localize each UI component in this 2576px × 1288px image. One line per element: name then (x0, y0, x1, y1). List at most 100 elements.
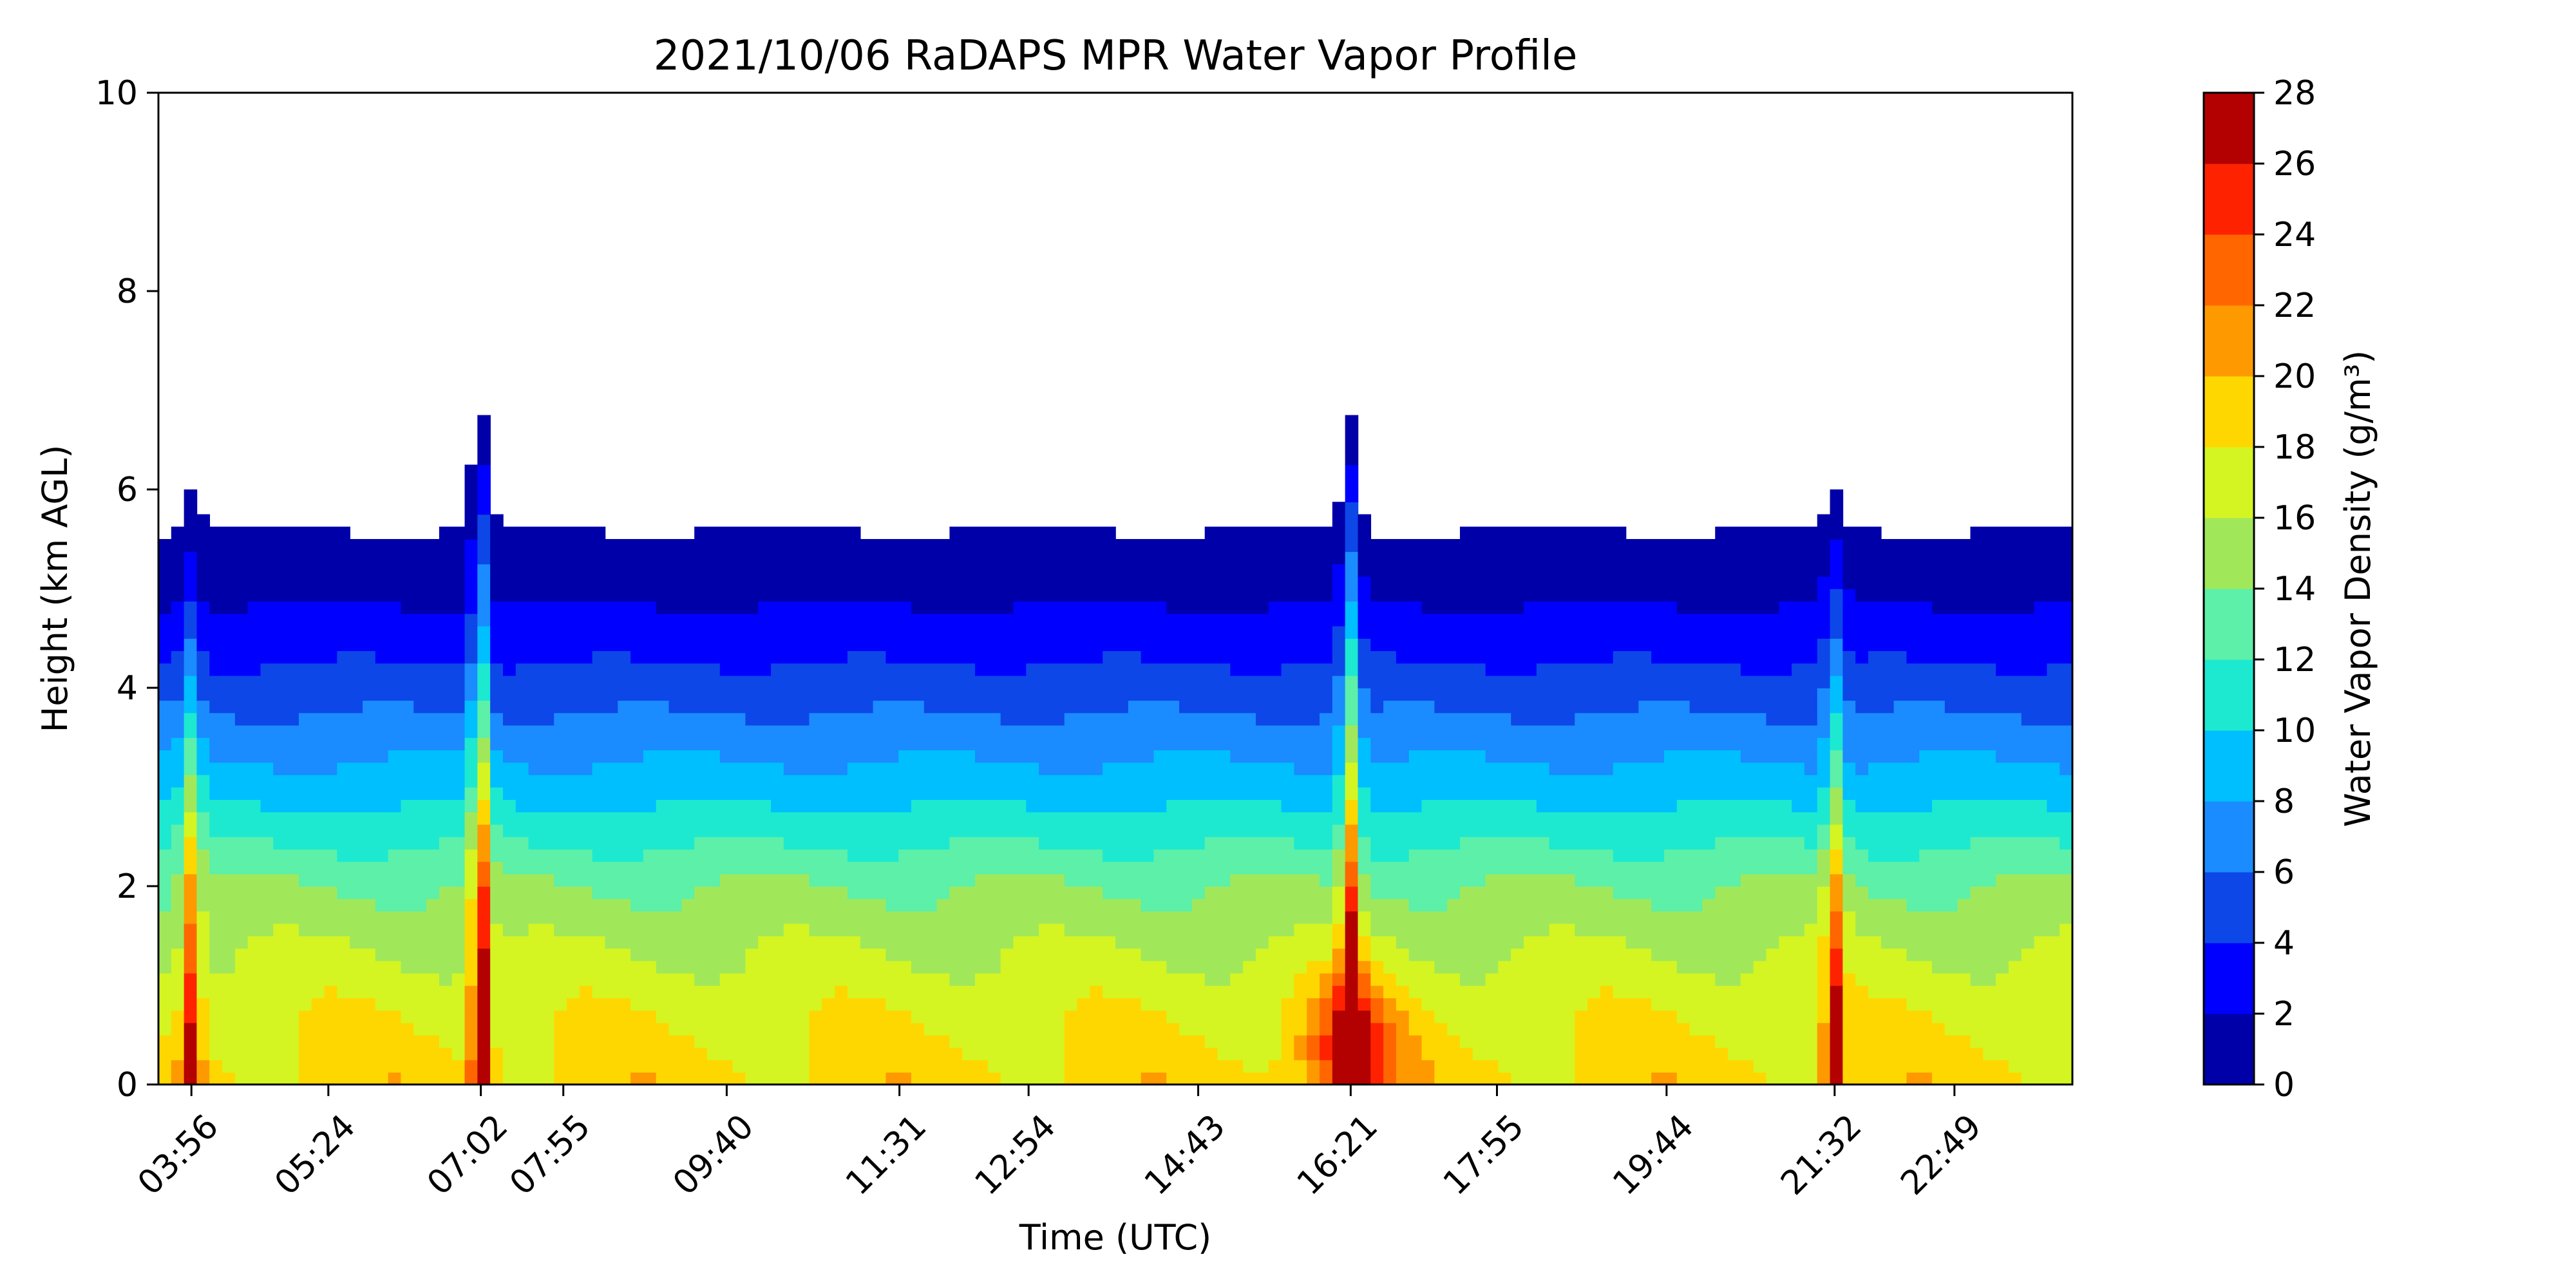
field-cell (1358, 526, 1372, 540)
field-cell (911, 1072, 1001, 1084)
field-cell (184, 564, 198, 577)
field-cell (1842, 811, 2072, 825)
field-cell (464, 824, 478, 837)
field-cell (1842, 724, 2072, 738)
field-cell (745, 1072, 810, 1084)
field-cell (158, 824, 172, 837)
field-cell (324, 985, 338, 999)
field-cell (1332, 638, 1346, 652)
field-cell (1345, 564, 1359, 577)
field-cell (1434, 1059, 1499, 1073)
field-cell (1830, 911, 1844, 924)
field-cell (158, 564, 185, 577)
field-cell (1370, 1059, 1384, 1073)
field-cell (1141, 898, 1193, 912)
field-cell (1358, 589, 1372, 602)
field-cell (196, 799, 261, 813)
y-axis-label: Height (km AGL) (35, 445, 75, 733)
field-cell (184, 948, 198, 961)
field-cell (860, 936, 1014, 949)
field-cell (1345, 551, 1359, 565)
field-cell (158, 724, 185, 738)
field-cell (1575, 1072, 1652, 1084)
field-cell (464, 700, 478, 714)
field-cell (1830, 489, 1844, 503)
field-cell (209, 1035, 299, 1048)
field-cell (1676, 1010, 1818, 1023)
field-cell (1370, 638, 1818, 652)
field-cell (477, 675, 491, 688)
field-cell (1383, 1035, 1397, 1048)
field-cell (502, 750, 644, 763)
field-cell (1472, 1047, 1576, 1061)
field-cell (464, 564, 478, 577)
field-cell (464, 712, 478, 726)
field-cell (847, 849, 899, 862)
field-cell (1434, 1072, 1512, 1084)
field-cell (1868, 985, 2072, 999)
field-cell (490, 1035, 555, 1048)
field-cell (1817, 762, 1831, 775)
field-cell (464, 539, 478, 553)
field-cell (171, 898, 185, 912)
field-cell (1830, 737, 1844, 751)
field-cell (1358, 613, 1831, 627)
field-cell (196, 998, 211, 1011)
field-cell (1345, 737, 1359, 751)
field-cell (1842, 663, 1996, 676)
colorbar-segment (2204, 93, 2254, 164)
field-cell (502, 712, 555, 726)
field-cell (158, 688, 185, 701)
field-cell (1855, 972, 1971, 986)
field-cell (1613, 985, 1818, 999)
field-cell (158, 737, 172, 751)
field-cell (1830, 787, 1844, 800)
field-cell (1358, 638, 1372, 652)
field-cell (1842, 787, 2072, 800)
field-cell (1064, 1059, 1244, 1073)
field-cell (490, 589, 1333, 602)
field-cell (1842, 688, 2072, 701)
field-cell (209, 1047, 299, 1061)
field-cell (490, 613, 1346, 627)
field-cell (809, 1047, 963, 1061)
field-cell (298, 712, 466, 726)
colorbar-segment (2204, 164, 2254, 235)
y-axis: 0 2 4 6 8 10 (95, 74, 158, 1104)
field-cell (184, 1072, 198, 1084)
field-cell (1575, 1059, 1754, 1073)
field-cell (388, 750, 466, 763)
field-cell (2034, 936, 2072, 949)
field-cell (477, 427, 491, 440)
field-cell (196, 873, 299, 887)
field-cell (464, 886, 478, 900)
field-cell (936, 898, 1142, 912)
field-cell (401, 1072, 466, 1084)
field-cell (209, 849, 338, 862)
field-cell (1281, 799, 1333, 813)
field-cell (158, 886, 172, 900)
field-cell (1153, 849, 1333, 862)
field-cell (1498, 1059, 1576, 1073)
field-cell (1358, 625, 1831, 639)
field-cell (1358, 998, 1372, 1011)
field-cell (490, 911, 1333, 924)
field-cell (209, 1010, 299, 1023)
field-cell (298, 1035, 440, 1048)
field-cell (260, 799, 402, 813)
field-cell (1459, 837, 1550, 850)
field-cell (1332, 724, 1346, 738)
field-cell (1855, 873, 1996, 887)
field-cell (375, 948, 466, 961)
field-cell (196, 601, 211, 614)
field-cell (1064, 1022, 1180, 1036)
field-cell (1166, 1072, 1307, 1084)
field-cell (1792, 663, 1831, 676)
field-cell (1842, 873, 1856, 887)
field-cell (1830, 936, 1844, 949)
field-cell (1906, 650, 2072, 664)
field-cell (209, 700, 363, 714)
field-cell (1345, 700, 1359, 714)
field-cell (1345, 638, 1359, 652)
field-cell (1408, 750, 1486, 763)
